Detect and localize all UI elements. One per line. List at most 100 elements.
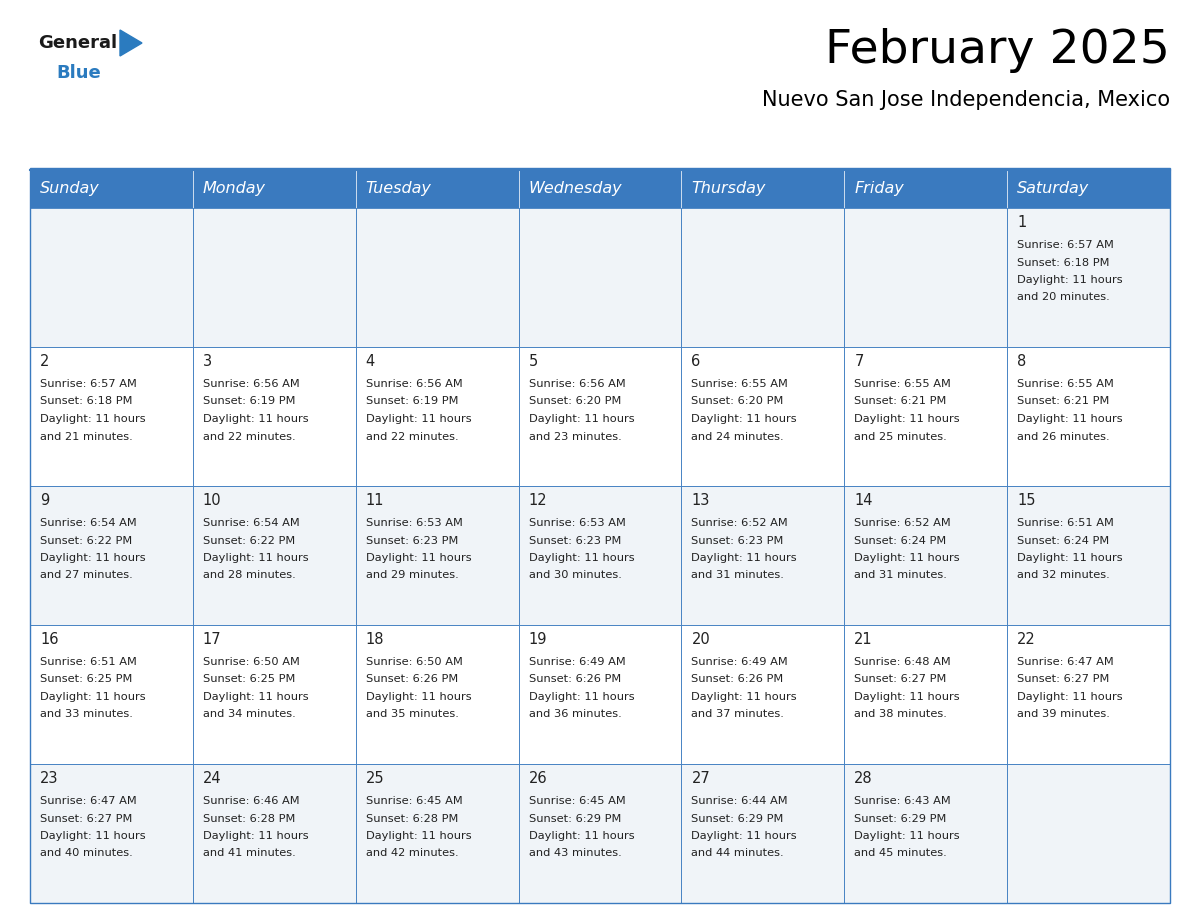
Text: 26: 26 xyxy=(529,771,548,786)
Polygon shape xyxy=(120,30,143,56)
Text: Daylight: 11 hours: Daylight: 11 hours xyxy=(529,692,634,702)
Text: and 20 minutes.: and 20 minutes. xyxy=(1017,293,1110,303)
Text: Monday: Monday xyxy=(203,182,266,196)
Text: Daylight: 11 hours: Daylight: 11 hours xyxy=(691,553,797,563)
Bar xyxy=(519,764,682,903)
Text: Sunrise: 6:54 AM: Sunrise: 6:54 AM xyxy=(203,518,299,528)
Bar xyxy=(355,764,519,903)
Text: 24: 24 xyxy=(203,771,221,786)
Bar xyxy=(30,347,192,486)
Bar xyxy=(1007,170,1170,208)
Bar xyxy=(30,208,192,347)
Text: 15: 15 xyxy=(1017,493,1036,508)
Text: Sunset: 6:29 PM: Sunset: 6:29 PM xyxy=(691,813,784,823)
Text: and 31 minutes.: and 31 minutes. xyxy=(691,570,784,580)
Text: 1: 1 xyxy=(1017,215,1026,230)
Bar xyxy=(1007,347,1170,486)
Text: 18: 18 xyxy=(366,632,384,647)
Text: and 40 minutes.: and 40 minutes. xyxy=(40,848,133,858)
Text: and 31 minutes.: and 31 minutes. xyxy=(854,570,947,580)
Text: Sunset: 6:22 PM: Sunset: 6:22 PM xyxy=(40,535,132,545)
Text: Sunset: 6:21 PM: Sunset: 6:21 PM xyxy=(1017,397,1110,407)
Text: Sunset: 6:20 PM: Sunset: 6:20 PM xyxy=(691,397,784,407)
Text: 11: 11 xyxy=(366,493,384,508)
Bar xyxy=(682,208,845,347)
Text: 14: 14 xyxy=(854,493,873,508)
Text: and 33 minutes.: and 33 minutes. xyxy=(40,710,133,720)
Bar xyxy=(845,208,1007,347)
Text: Daylight: 11 hours: Daylight: 11 hours xyxy=(203,414,309,424)
Text: Daylight: 11 hours: Daylight: 11 hours xyxy=(691,831,797,841)
Text: Daylight: 11 hours: Daylight: 11 hours xyxy=(40,414,146,424)
Text: and 32 minutes.: and 32 minutes. xyxy=(1017,570,1110,580)
Text: Sunset: 6:24 PM: Sunset: 6:24 PM xyxy=(1017,535,1110,545)
Text: Sunrise: 6:57 AM: Sunrise: 6:57 AM xyxy=(40,379,137,389)
Text: Sunrise: 6:56 AM: Sunrise: 6:56 AM xyxy=(366,379,462,389)
Bar xyxy=(30,170,192,208)
Text: Daylight: 11 hours: Daylight: 11 hours xyxy=(854,831,960,841)
Text: Sunset: 6:23 PM: Sunset: 6:23 PM xyxy=(529,535,621,545)
Bar xyxy=(519,347,682,486)
Text: and 22 minutes.: and 22 minutes. xyxy=(366,431,459,442)
Text: February 2025: February 2025 xyxy=(826,28,1170,73)
Bar xyxy=(845,486,1007,625)
Text: Daylight: 11 hours: Daylight: 11 hours xyxy=(529,414,634,424)
Text: Sunrise: 6:55 AM: Sunrise: 6:55 AM xyxy=(854,379,952,389)
Text: 6: 6 xyxy=(691,354,701,369)
Text: Sunset: 6:19 PM: Sunset: 6:19 PM xyxy=(366,397,459,407)
Text: Daylight: 11 hours: Daylight: 11 hours xyxy=(1017,553,1123,563)
Bar xyxy=(192,347,355,486)
Text: Daylight: 11 hours: Daylight: 11 hours xyxy=(854,553,960,563)
Text: and 22 minutes.: and 22 minutes. xyxy=(203,431,296,442)
Text: Sunset: 6:22 PM: Sunset: 6:22 PM xyxy=(203,535,295,545)
Text: and 39 minutes.: and 39 minutes. xyxy=(1017,710,1110,720)
Text: Daylight: 11 hours: Daylight: 11 hours xyxy=(203,692,309,702)
Text: and 37 minutes.: and 37 minutes. xyxy=(691,710,784,720)
Text: and 44 minutes.: and 44 minutes. xyxy=(691,848,784,858)
Text: and 38 minutes.: and 38 minutes. xyxy=(854,710,947,720)
Text: and 45 minutes.: and 45 minutes. xyxy=(854,848,947,858)
Text: Daylight: 11 hours: Daylight: 11 hours xyxy=(40,831,146,841)
Text: Daylight: 11 hours: Daylight: 11 hours xyxy=(529,831,634,841)
Text: and 27 minutes.: and 27 minutes. xyxy=(40,570,133,580)
Text: and 23 minutes.: and 23 minutes. xyxy=(529,431,621,442)
Text: Sunrise: 6:54 AM: Sunrise: 6:54 AM xyxy=(40,518,137,528)
Text: Sunset: 6:18 PM: Sunset: 6:18 PM xyxy=(1017,258,1110,267)
Text: and 24 minutes.: and 24 minutes. xyxy=(691,431,784,442)
Bar xyxy=(192,625,355,764)
Text: 4: 4 xyxy=(366,354,375,369)
Text: Sunset: 6:23 PM: Sunset: 6:23 PM xyxy=(691,535,784,545)
Bar xyxy=(682,764,845,903)
Bar xyxy=(682,486,845,625)
Text: Sunrise: 6:52 AM: Sunrise: 6:52 AM xyxy=(691,518,788,528)
Text: and 36 minutes.: and 36 minutes. xyxy=(529,710,621,720)
Text: Daylight: 11 hours: Daylight: 11 hours xyxy=(366,414,472,424)
Text: Sunset: 6:23 PM: Sunset: 6:23 PM xyxy=(366,535,459,545)
Bar xyxy=(845,170,1007,208)
Text: Daylight: 11 hours: Daylight: 11 hours xyxy=(366,553,472,563)
Text: Sunset: 6:26 PM: Sunset: 6:26 PM xyxy=(366,675,457,685)
Text: Sunset: 6:27 PM: Sunset: 6:27 PM xyxy=(40,813,132,823)
Text: 3: 3 xyxy=(203,354,211,369)
Text: Sunday: Sunday xyxy=(40,182,100,196)
Bar xyxy=(1007,486,1170,625)
Text: General: General xyxy=(38,34,118,52)
Text: and 34 minutes.: and 34 minutes. xyxy=(203,710,296,720)
Bar xyxy=(30,168,1170,903)
Text: 17: 17 xyxy=(203,632,221,647)
Text: Sunset: 6:26 PM: Sunset: 6:26 PM xyxy=(529,675,621,685)
Text: Sunrise: 6:47 AM: Sunrise: 6:47 AM xyxy=(1017,657,1114,667)
Text: Sunset: 6:26 PM: Sunset: 6:26 PM xyxy=(691,675,784,685)
Bar xyxy=(30,764,192,903)
Text: 20: 20 xyxy=(691,632,710,647)
Bar xyxy=(519,625,682,764)
Text: Daylight: 11 hours: Daylight: 11 hours xyxy=(203,553,309,563)
Bar xyxy=(355,170,519,208)
Text: Sunset: 6:28 PM: Sunset: 6:28 PM xyxy=(203,813,296,823)
Text: Sunrise: 6:55 AM: Sunrise: 6:55 AM xyxy=(691,379,789,389)
Text: Sunrise: 6:51 AM: Sunrise: 6:51 AM xyxy=(40,657,137,667)
Text: and 21 minutes.: and 21 minutes. xyxy=(40,431,133,442)
Bar xyxy=(355,347,519,486)
Text: Sunrise: 6:46 AM: Sunrise: 6:46 AM xyxy=(203,796,299,806)
Text: Sunrise: 6:50 AM: Sunrise: 6:50 AM xyxy=(366,657,462,667)
